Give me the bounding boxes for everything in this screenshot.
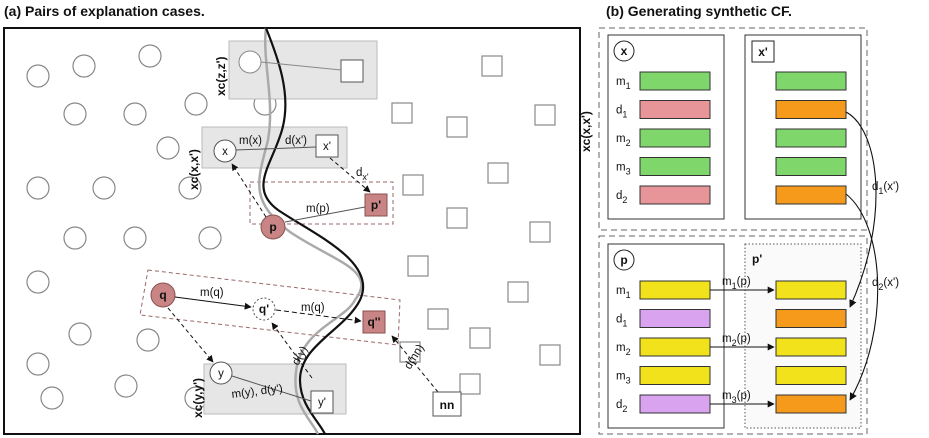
bottom-row-bar-left [639,337,711,357]
top-row-bar-right [775,157,847,176]
case-x-label: x [222,146,228,158]
case-p-prime [364,193,388,217]
bottom-row-bar-left [639,280,711,300]
box-x-prime-title: x' [758,45,768,59]
copy-arrow-label: m1(p) [722,276,751,291]
pair-label-xx: xc(x,x') [187,149,201,190]
arrow-q-prime-to-q-double-prime [275,309,362,324]
box-p-title: p [620,253,627,267]
label-d-x-prime: d(x') [285,135,307,147]
label-m-x: m(x) [239,135,262,147]
pair-label-zz: xc(z,z') [214,56,228,96]
bottom-row-bar-left [639,394,711,414]
top-row-label: d1 [616,105,627,120]
top-row-bar-left [639,71,711,91]
pair-label-yy: xc(y,y') [191,378,205,418]
pair-label-xc-x: xc(x,x') [579,111,593,152]
case-q-double-prime [362,310,386,334]
case-x-prime-label: x' [323,141,331,153]
top-row-label: m2 [616,133,631,148]
panel-a-title: (a) Pairs of explanation cases. [4,3,205,19]
bottom-row-bar-right [775,366,847,385]
case-q-double-prime-label: q'' [367,315,380,329]
top-row-label: m3 [616,162,631,177]
case-nn [432,391,462,417]
case-p-label: p [269,220,276,234]
top-row-bar-left [639,128,711,148]
case-x [213,139,237,163]
link-yy [231,375,312,402]
case-q [150,282,176,308]
background-square-cases [391,55,561,395]
panel-b-title: (b) Generating synthetic CF. [606,3,792,19]
bottom-row-label: m2 [616,342,631,357]
bottom-row-bar-right [775,394,847,414]
bottom-row-bar-right [775,309,847,328]
case-q-prime-label: q' [259,302,269,316]
box-p-badge [613,249,635,271]
link-xx [235,146,317,151]
copy-arrows: m1(p) m2(p) m3(p) [710,276,775,408]
box-x-title: x [621,44,628,58]
curve-d1 [845,111,877,308]
bottom-row-label: d2 [616,399,627,414]
copy-arrow-label: m2(p) [722,333,751,348]
box-x-badge [613,40,635,62]
link-pp [284,206,366,223]
box-x-prime-badge [751,40,775,63]
panel-b-top-group [598,27,868,231]
pair-box-pp [249,181,394,225]
curve-d2 [845,193,879,401]
case-y-prime-label: y' [318,397,326,409]
case-p [260,214,286,240]
arrow-y-prime-to-q-prime [271,322,313,379]
decision-boundary [262,27,365,435]
bottom-row-label: m3 [616,371,631,386]
arrow-p-to-x [231,163,267,218]
case-y-label: y [218,368,224,380]
feature-rows: m1 d1 m2 m3 d2 m1 d1 m2 m3 d2 [616,71,847,414]
label-m-p: m(p) [306,203,330,215]
bottom-row-label: d1 [616,314,627,329]
bottom-row-bar-right [775,337,847,357]
top-row-bar-right [775,185,847,205]
top-row-bar-right [775,128,847,148]
link-zz [260,61,342,71]
top-row-bar-left [639,157,711,176]
top-row-bar-left [639,185,711,205]
case-z [238,50,262,74]
top-row-bar-right [775,71,847,91]
bottom-row-label: m1 [616,285,631,300]
case-q-label: q [159,288,166,302]
arrow-q-to-y [167,307,214,363]
arrow-q-to-q-prime [174,296,252,310]
case-nn-label: nn [440,398,455,412]
pair-box-qq [139,269,401,346]
arrow-nn-to-q-double-prime [391,335,439,393]
top-row-label: d2 [616,190,627,205]
top-row-label: m1 [616,76,631,91]
label-m-q-1: m(q) [200,287,224,299]
top-row-bar-right [775,100,847,119]
label-d-x-prime-arrow: dx' [356,167,369,182]
case-y [209,361,233,385]
case-p-prime-label: p' [371,198,381,212]
bottom-row-bar-right [775,280,847,300]
boundary-secondary [257,27,363,435]
curve-label-d2: d2(x') [872,277,899,292]
arrow-x-prime-to-p-prime [329,157,371,193]
case-q-prime [252,297,276,321]
panel-b-bottom-group [598,235,868,435]
case-x-prime [315,134,339,158]
box-p-prime-title: p' [752,252,762,266]
case-y-prime [310,390,334,414]
curve-label-d1: d1(x') [872,181,899,196]
copy-arrow-label: m3(p) [722,390,751,405]
bottom-row-bar-left [639,309,711,328]
bottom-row-bar-left [639,366,711,385]
label-m-q-2: m(q) [301,302,325,314]
case-z-prime [340,59,364,83]
top-row-bar-left [639,100,711,119]
